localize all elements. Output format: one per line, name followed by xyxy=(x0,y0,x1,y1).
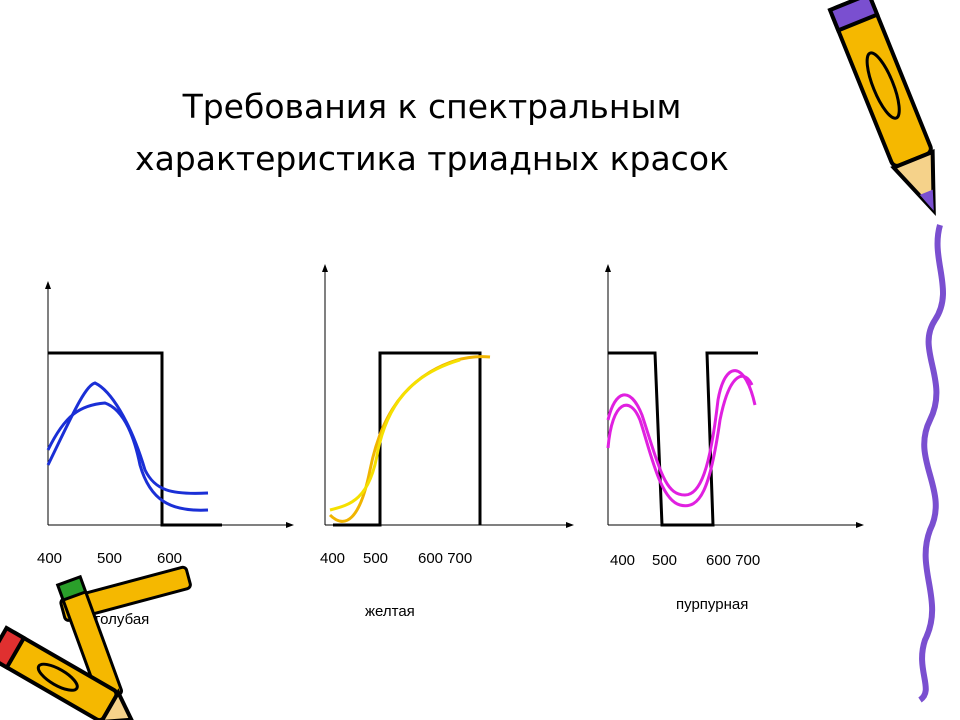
tick-label: 500 xyxy=(363,550,388,567)
pencil-bottom-left xyxy=(59,565,192,622)
tick-label: 500 xyxy=(97,550,122,567)
panel-yellow: 400 500 600 700 желтая xyxy=(320,264,574,620)
caption: голубая xyxy=(95,611,149,628)
wavy-line xyxy=(917,224,946,703)
title-line: Требования к спектральным xyxy=(182,87,682,126)
caption: желтая xyxy=(365,603,415,620)
tick-label: 400 xyxy=(320,550,345,567)
tick-label: 400 xyxy=(610,552,635,569)
tick-label: 600 700 xyxy=(418,550,472,567)
panel-magenta: 400 500 600 700 пурпурная xyxy=(605,264,864,613)
pencil-top-right xyxy=(827,0,936,216)
tick-label: 400 xyxy=(37,550,62,567)
tick-label: 600 xyxy=(157,550,182,567)
tick-label: 600 700 xyxy=(706,552,760,569)
caption: пурпурная xyxy=(676,596,748,613)
title-line: характеристика триадных красок xyxy=(135,139,729,178)
pencil-bottom-left xyxy=(0,625,135,720)
tick-label: 500 xyxy=(652,552,677,569)
